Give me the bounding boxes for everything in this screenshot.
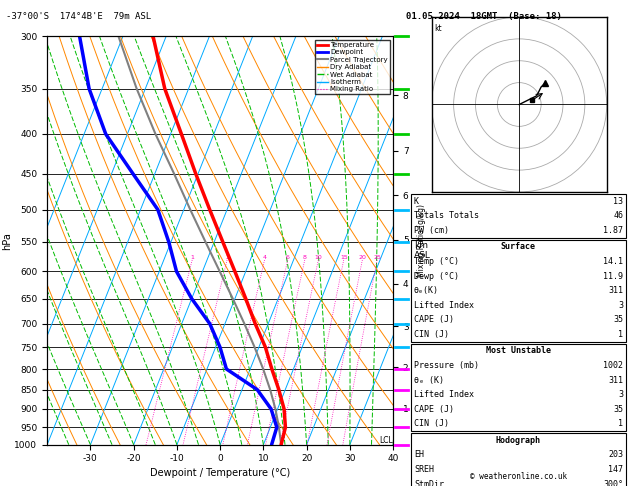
Text: © weatheronline.co.uk: © weatheronline.co.uk	[470, 472, 567, 481]
Text: 1: 1	[190, 255, 194, 260]
Text: 1: 1	[618, 419, 623, 428]
Text: StmDir: StmDir	[414, 480, 444, 486]
Text: θₑ(K): θₑ(K)	[414, 286, 439, 295]
Text: 300°: 300°	[603, 480, 623, 486]
Y-axis label: km
ASL: km ASL	[414, 241, 431, 260]
Text: Hodograph: Hodograph	[496, 436, 541, 445]
Y-axis label: hPa: hPa	[2, 232, 12, 249]
Text: Temp (°C): Temp (°C)	[414, 257, 459, 266]
Text: Lifted Index: Lifted Index	[414, 301, 474, 310]
Text: kt: kt	[434, 23, 442, 33]
Text: 25: 25	[373, 255, 381, 260]
Text: 14.1: 14.1	[603, 257, 623, 266]
Text: SREH: SREH	[414, 465, 434, 474]
Text: PW (cm): PW (cm)	[414, 226, 449, 235]
Text: 13: 13	[613, 197, 623, 206]
Text: Mixing Ratio (g/kg): Mixing Ratio (g/kg)	[417, 204, 426, 277]
Text: 8: 8	[303, 255, 307, 260]
Text: 2: 2	[225, 255, 229, 260]
Text: CAPE (J): CAPE (J)	[414, 405, 454, 414]
Text: 1.87: 1.87	[603, 226, 623, 235]
Text: 311: 311	[608, 286, 623, 295]
Text: 10: 10	[314, 255, 322, 260]
Text: θₑ (K): θₑ (K)	[414, 376, 444, 384]
Text: LCL: LCL	[379, 436, 393, 445]
Text: -37°00'S  174°4B'E  79m ASL: -37°00'S 174°4B'E 79m ASL	[6, 12, 152, 21]
Text: Dewp (°C): Dewp (°C)	[414, 272, 459, 280]
Text: 11.9: 11.9	[603, 272, 623, 280]
Text: Surface: Surface	[501, 243, 536, 251]
Text: Totals Totals: Totals Totals	[414, 211, 479, 220]
Text: 35: 35	[613, 405, 623, 414]
Text: 01.05.2024  18GMT  (Base: 18): 01.05.2024 18GMT (Base: 18)	[406, 12, 562, 21]
Text: 4: 4	[262, 255, 267, 260]
Text: 203: 203	[608, 451, 623, 459]
Text: 35: 35	[613, 315, 623, 324]
Text: Most Unstable: Most Unstable	[486, 347, 551, 355]
Text: 6: 6	[286, 255, 289, 260]
Text: 3: 3	[618, 390, 623, 399]
Text: CIN (J): CIN (J)	[414, 330, 449, 339]
Text: K: K	[414, 197, 419, 206]
Text: 20: 20	[359, 255, 366, 260]
Text: 1002: 1002	[603, 361, 623, 370]
Text: 311: 311	[608, 376, 623, 384]
Text: 46: 46	[613, 211, 623, 220]
Text: 147: 147	[608, 465, 623, 474]
Text: 15: 15	[340, 255, 348, 260]
Text: 1: 1	[618, 330, 623, 339]
Legend: Temperature, Dewpoint, Parcel Trajectory, Dry Adiabat, Wet Adiabat, Isotherm, Mi: Temperature, Dewpoint, Parcel Trajectory…	[315, 40, 389, 94]
Text: Pressure (mb): Pressure (mb)	[414, 361, 479, 370]
Text: CAPE (J): CAPE (J)	[414, 315, 454, 324]
Text: 3: 3	[618, 301, 623, 310]
X-axis label: Dewpoint / Temperature (°C): Dewpoint / Temperature (°C)	[150, 468, 290, 478]
Text: Lifted Index: Lifted Index	[414, 390, 474, 399]
Text: CIN (J): CIN (J)	[414, 419, 449, 428]
Text: EH: EH	[414, 451, 424, 459]
